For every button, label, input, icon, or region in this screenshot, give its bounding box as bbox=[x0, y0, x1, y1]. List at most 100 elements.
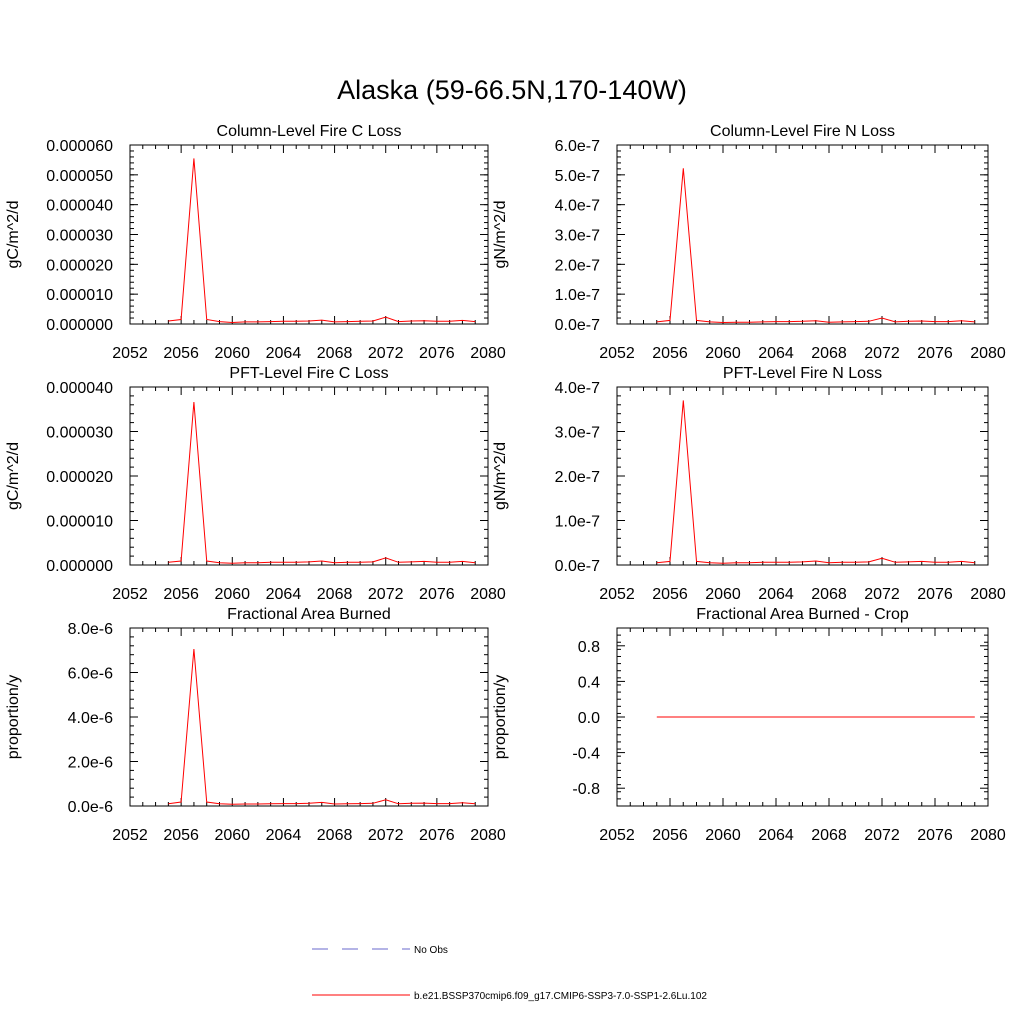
x-tick-label: 2072 bbox=[368, 345, 404, 362]
x-tick-label: 2060 bbox=[705, 827, 741, 844]
chart-panel-5: Fractional Area Burned proportion/y 2052 20… bbox=[5, 606, 506, 844]
x-tick-label: 2076 bbox=[917, 586, 953, 603]
chart-panel-3: PFT-Level Fire C Loss gC/m^2/d 2052 2056 206… bbox=[5, 365, 506, 603]
y-tick-label: 6.0e-6 bbox=[68, 666, 113, 683]
x-tick-label: 2072 bbox=[864, 827, 900, 844]
y-axis-label: gN/m^2/d bbox=[492, 442, 509, 510]
y-tick-label: 0.000030 bbox=[46, 425, 113, 442]
x-tick-label: 2072 bbox=[864, 586, 900, 603]
y-tick-label: 3.0e-7 bbox=[555, 228, 600, 245]
x-tick-label: 2056 bbox=[163, 827, 199, 844]
y-tick-label: 0.0e-7 bbox=[555, 558, 600, 575]
y-tick-label: -0.4 bbox=[572, 746, 600, 763]
x-tick-label: 2064 bbox=[758, 827, 794, 844]
y-tick-label: 0.000060 bbox=[46, 138, 113, 155]
x-tick-label: 2068 bbox=[811, 345, 847, 362]
x-tick-label: 2052 bbox=[599, 827, 635, 844]
y-axis-label: gN/m^2/d bbox=[492, 201, 509, 269]
x-tick-label: 2056 bbox=[652, 586, 688, 603]
series-line bbox=[656, 400, 975, 564]
x-tick-label: 2076 bbox=[419, 345, 455, 362]
panel-title: Column-Level Fire N Loss bbox=[710, 123, 895, 140]
plot-frame bbox=[129, 386, 489, 566]
x-tick-label: 2080 bbox=[970, 827, 1006, 844]
plot-frame bbox=[616, 144, 989, 325]
x-tick-label: 2056 bbox=[652, 345, 688, 362]
panel-title: Fractional Area Burned bbox=[227, 606, 391, 623]
y-tick-label: 5.0e-7 bbox=[555, 168, 600, 185]
y-tick-label: 0.000030 bbox=[46, 228, 113, 245]
plot-frame bbox=[129, 144, 489, 325]
x-tick-label: 2060 bbox=[214, 586, 250, 603]
panel-title: PFT-Level Fire C Loss bbox=[229, 365, 388, 382]
x-tick-label: 2060 bbox=[214, 345, 250, 362]
legend: No Obs b.e21.BSSP370cmip6.f09_g17.CMIP6-… bbox=[312, 945, 707, 1002]
x-tick-label: 2056 bbox=[163, 586, 199, 603]
y-tick-label: 0.000010 bbox=[46, 514, 113, 531]
x-tick-label: 2068 bbox=[317, 345, 353, 362]
x-tick-label: 2064 bbox=[266, 345, 302, 362]
series-line bbox=[168, 649, 476, 805]
x-tick-label: 2068 bbox=[317, 827, 353, 844]
series-line bbox=[168, 158, 476, 324]
x-tick-label: 2068 bbox=[811, 827, 847, 844]
y-tick-label: 1.0e-7 bbox=[555, 514, 600, 531]
y-tick-label: 4.0e-6 bbox=[68, 710, 113, 727]
y-tick-label: 2.0e-7 bbox=[555, 469, 600, 486]
x-tick-label: 2072 bbox=[864, 345, 900, 362]
y-tick-label: 0.8 bbox=[578, 639, 600, 656]
series-line bbox=[656, 168, 975, 324]
series-line bbox=[168, 402, 476, 564]
y-tick-label: 4.0e-7 bbox=[555, 198, 600, 215]
x-tick-label: 2064 bbox=[266, 586, 302, 603]
x-tick-label: 2068 bbox=[317, 586, 353, 603]
y-tick-label: 1.0e-7 bbox=[555, 287, 600, 304]
y-tick-label: 0.000000 bbox=[46, 317, 113, 334]
x-tick-label: 2076 bbox=[917, 345, 953, 362]
x-tick-label: 2052 bbox=[599, 586, 635, 603]
x-tick-label: 2080 bbox=[970, 586, 1006, 603]
y-tick-label: 2.0e-6 bbox=[68, 755, 113, 772]
y-axis-label: gC/m^2/d bbox=[5, 442, 22, 510]
x-tick-label: 2064 bbox=[758, 345, 794, 362]
y-tick-label: 0.4 bbox=[578, 674, 600, 691]
x-tick-label: 2080 bbox=[970, 345, 1006, 362]
figure-title: Alaska (59-66.5N,170-140W) bbox=[337, 75, 687, 105]
x-tick-label: 2072 bbox=[368, 586, 404, 603]
chart-panel-2: Column-Level Fire N Loss gN/m^2/d 2052 2056… bbox=[492, 123, 1006, 362]
x-tick-label: 2068 bbox=[811, 586, 847, 603]
x-tick-label: 2064 bbox=[266, 827, 302, 844]
x-tick-label: 2080 bbox=[470, 827, 506, 844]
y-tick-label: -0.8 bbox=[572, 781, 600, 798]
x-tick-label: 2060 bbox=[705, 345, 741, 362]
chart-panel-1: Column-Level Fire C Loss gC/m^2/d 2052 2056… bbox=[5, 123, 506, 362]
y-tick-label: 0.000020 bbox=[46, 257, 113, 274]
x-tick-label: 2076 bbox=[419, 586, 455, 603]
x-tick-label: 2052 bbox=[112, 827, 148, 844]
x-tick-label: 2064 bbox=[758, 586, 794, 603]
y-axis-label: proportion/y bbox=[5, 675, 22, 760]
y-axis-label: proportion/y bbox=[492, 675, 509, 760]
panel-title: Column-Level Fire C Loss bbox=[217, 123, 402, 140]
x-tick-label: 2080 bbox=[470, 345, 506, 362]
y-tick-label: 8.0e-6 bbox=[68, 621, 113, 638]
y-tick-label: 4.0e-7 bbox=[555, 380, 600, 397]
x-tick-label: 2076 bbox=[419, 827, 455, 844]
y-tick-label: 0.0 bbox=[578, 710, 600, 727]
panels: Column-Level Fire C Loss gC/m^2/d 2052 2056… bbox=[5, 123, 1006, 844]
y-tick-label: 0.000000 bbox=[46, 558, 113, 575]
y-tick-label: 0.000050 bbox=[46, 168, 113, 185]
x-tick-label: 2072 bbox=[368, 827, 404, 844]
x-tick-label: 2056 bbox=[163, 345, 199, 362]
y-tick-label: 0.000020 bbox=[46, 469, 113, 486]
panel-title: PFT-Level Fire N Loss bbox=[723, 365, 882, 382]
x-tick-label: 2052 bbox=[599, 345, 635, 362]
x-tick-label: 2080 bbox=[470, 586, 506, 603]
x-tick-label: 2060 bbox=[705, 586, 741, 603]
x-tick-label: 2052 bbox=[112, 345, 148, 362]
chart-panel-6: Fractional Area Burned - Crop proportion/… bbox=[492, 606, 1006, 844]
legend-label-model: b.e21.BSSP370cmip6.f09_g17.CMIP6-SSP3-7.… bbox=[414, 991, 707, 1002]
y-tick-label: 0.0e-7 bbox=[555, 317, 600, 334]
plot-frame bbox=[616, 386, 989, 566]
